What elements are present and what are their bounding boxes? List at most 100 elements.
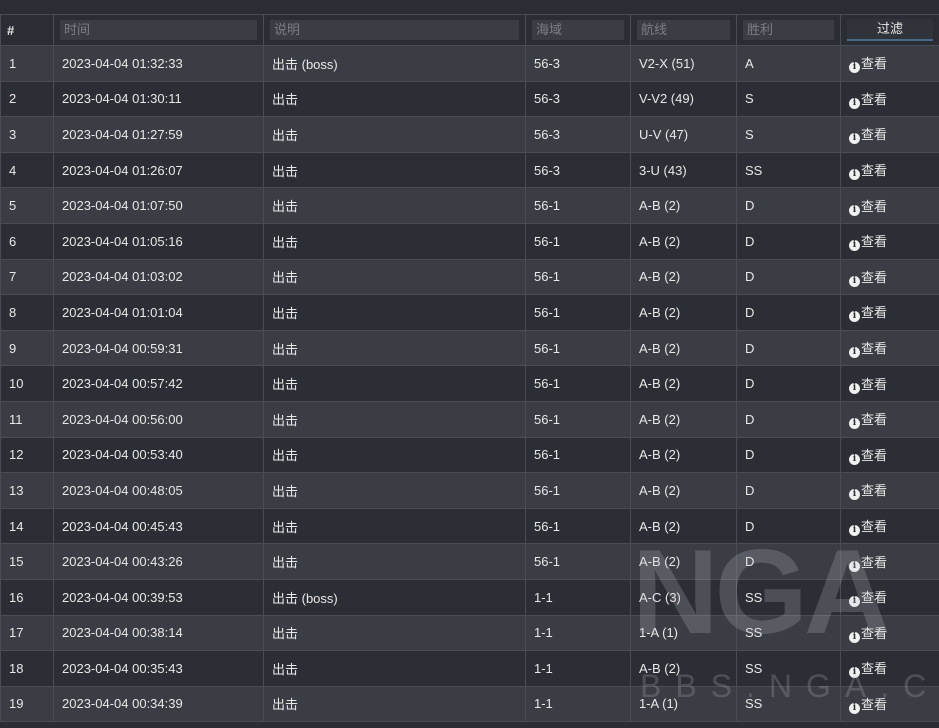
row-action: i 查看 [840, 436, 939, 474]
info-circle-icon: i [849, 347, 860, 359]
row-time: 2023-04-04 00:38:14 [53, 614, 264, 652]
row-action: i 查看 [840, 45, 939, 82]
row-action: i 查看 [840, 472, 939, 509]
info-circle-icon: i [849, 204, 860, 216]
row-action: i 查看 [840, 685, 939, 723]
view-button[interactable]: i 查看 [849, 483, 887, 501]
row-num: 17 [0, 614, 54, 652]
view-button[interactable]: i 查看 [849, 661, 888, 679]
row-route: A-C (3) [630, 578, 737, 616]
row-route: A-B (2) [630, 258, 737, 296]
row-time: 2023-04-04 00:35:43 [53, 650, 264, 687]
view-label: 查看 [861, 91, 888, 107]
table-row: 19 2023-04-04 00:34:39 出击 1-1 1-A (1) SS i 查看 [0, 685, 939, 723]
row-num: 7 [0, 258, 54, 296]
row-num: 3 [0, 116, 54, 153]
view-button[interactable]: i 查看 [849, 199, 887, 216]
view-button[interactable]: i 查看 [849, 697, 887, 714]
row-action: i 查看 [840, 116, 939, 153]
view-button[interactable]: i 查看 [849, 377, 887, 394]
row-desc: 出击 [263, 614, 526, 652]
row-area: 56-1 [525, 258, 631, 296]
view-button[interactable]: i 查看 [849, 555, 887, 572]
row-result: D [736, 222, 841, 260]
header-num[interactable]: # [0, 14, 54, 46]
view-button[interactable]: i 查看 [849, 234, 888, 252]
row-result: D [736, 507, 841, 545]
row-num: 15 [0, 543, 54, 580]
row-desc: 出击 [263, 507, 526, 545]
row-route: A-B (2) [630, 436, 737, 474]
row-time: 2023-04-04 01:05:16 [53, 222, 264, 260]
info-circle-icon: i [849, 525, 860, 537]
table-row: 17 2023-04-04 00:38:14 出击 1-1 1-A (1) SS i 查看 [0, 614, 939, 652]
row-area: 56-1 [525, 294, 631, 331]
row-num: 14 [0, 507, 54, 545]
view-label: 查看 [861, 127, 888, 143]
table-row: 16 2023-04-04 00:39:53 出击 (boss) 1-1 A-C (3)… [0, 578, 939, 616]
row-time: 2023-04-04 01:27:59 [53, 116, 264, 153]
row-area: 56-1 [525, 365, 631, 402]
row-area: 1-1 [525, 685, 631, 723]
view-button[interactable]: i 查看 [849, 91, 888, 109]
result-filter-input[interactable]: 胜利 [743, 20, 834, 40]
view-button[interactable]: i 查看 [849, 127, 888, 145]
row-action: i 查看 [840, 365, 939, 402]
info-circle-icon: i [849, 702, 860, 714]
view-button[interactable]: i 查看 [849, 519, 887, 537]
row-result: SS [736, 151, 841, 189]
view-button[interactable]: i 查看 [849, 56, 887, 74]
filter-button[interactable]: 过滤 [847, 19, 933, 41]
view-button[interactable]: i 查看 [849, 447, 888, 465]
row-desc: 出击 [263, 329, 526, 367]
view-button[interactable]: i 查看 [849, 626, 887, 643]
row-route: V-V2 (49) [630, 80, 737, 118]
view-button[interactable]: i 查看 [849, 305, 887, 323]
row-time: 2023-04-04 01:30:11 [53, 80, 264, 118]
view-label: 查看 [861, 412, 888, 428]
view-label: 查看 [861, 447, 888, 463]
header-route[interactable]: 航线 [630, 14, 737, 46]
row-area: 56-1 [525, 400, 631, 438]
view-button[interactable]: i 查看 [849, 269, 888, 287]
view-button[interactable]: i 查看 [849, 590, 887, 608]
area-filter-input[interactable]: 海域 [532, 20, 624, 40]
info-circle-icon: i [849, 453, 860, 465]
header-time[interactable]: 时间 [53, 14, 264, 46]
row-num: 11 [0, 400, 54, 438]
view-button[interactable]: i 查看 [849, 341, 887, 359]
route-filter-input[interactable]: 航线 [637, 20, 730, 40]
info-circle-icon: i [849, 631, 860, 643]
row-action: i 查看 [840, 650, 939, 687]
view-button[interactable]: i 查看 [849, 412, 888, 430]
table-header: # 时间 说明 海域 航线 胜利 过滤 [0, 14, 939, 46]
row-action: i 查看 [840, 614, 939, 652]
row-route: U-V (47) [630, 116, 737, 153]
row-route: A-B (2) [630, 507, 737, 545]
info-circle-icon: i [849, 62, 860, 74]
row-area: 56-3 [525, 80, 631, 118]
header-desc[interactable]: 说明 [263, 14, 526, 46]
header-result[interactable]: 胜利 [736, 14, 841, 46]
row-action: i 查看 [840, 329, 939, 367]
header-area[interactable]: 海域 [525, 14, 631, 46]
row-result: D [736, 400, 841, 438]
row-action: i 查看 [840, 151, 939, 189]
row-result: D [736, 365, 841, 402]
row-desc: 出击 [263, 258, 526, 296]
row-desc: 出击 [263, 187, 526, 224]
row-route: A-B (2) [630, 543, 737, 580]
view-label: 查看 [861, 269, 888, 285]
view-label: 查看 [861, 661, 888, 677]
view-label: 查看 [861, 234, 888, 250]
view-button[interactable]: i 查看 [849, 163, 887, 181]
desc-filter-input[interactable]: 说明 [270, 20, 519, 40]
row-desc: 出击 [263, 400, 526, 438]
row-area: 56-3 [525, 116, 631, 153]
row-desc: 出击 [263, 222, 526, 260]
time-filter-input[interactable]: 时间 [60, 20, 257, 40]
header-filter[interactable]: 过滤 [840, 14, 939, 46]
